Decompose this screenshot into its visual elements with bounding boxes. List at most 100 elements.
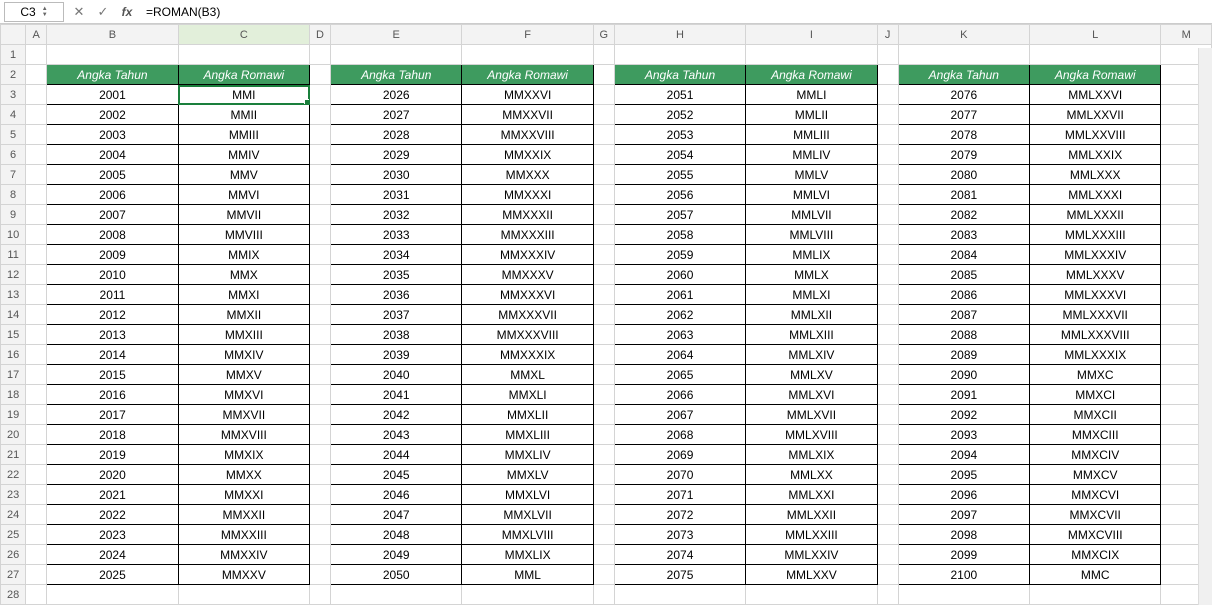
cell-G18[interactable] <box>593 385 614 405</box>
cell-H8[interactable]: 2056 <box>614 185 745 205</box>
cell-G20[interactable] <box>593 425 614 445</box>
cell-I1[interactable] <box>746 45 877 65</box>
row-header-28[interactable]: 28 <box>1 585 26 605</box>
cell-D3[interactable] <box>310 85 331 105</box>
cell-J14[interactable] <box>877 305 898 325</box>
cell-A21[interactable] <box>26 445 47 465</box>
cell-E7[interactable]: 2030 <box>331 165 462 185</box>
cell-G15[interactable] <box>593 325 614 345</box>
cell-F5[interactable]: MMXXVIII <box>462 125 593 145</box>
cell-D24[interactable] <box>310 505 331 525</box>
row-header-26[interactable]: 26 <box>1 545 26 565</box>
cell-K16[interactable]: 2089 <box>898 345 1029 365</box>
cell-C18[interactable]: MMXVI <box>178 385 309 405</box>
cell-H1[interactable] <box>614 45 745 65</box>
spreadsheet-grid[interactable]: ABCDEFGHIJKLM 12Angka TahunAngka RomawiA… <box>0 24 1212 605</box>
cell-E19[interactable]: 2042 <box>331 405 462 425</box>
cell-D23[interactable] <box>310 485 331 505</box>
cell-G19[interactable] <box>593 405 614 425</box>
cell-J9[interactable] <box>877 205 898 225</box>
cell-C24[interactable]: MMXXII <box>178 505 309 525</box>
cell-G10[interactable] <box>593 225 614 245</box>
cell-B11[interactable]: 2009 <box>47 245 178 265</box>
cell-E2[interactable]: Angka Tahun <box>331 65 462 85</box>
cell-D10[interactable] <box>310 225 331 245</box>
cell-E23[interactable]: 2046 <box>331 485 462 505</box>
cell-L13[interactable]: MMLXXXVI <box>1030 285 1161 305</box>
name-box[interactable]: C3 ▲▼ <box>4 2 64 22</box>
cell-H28[interactable] <box>614 585 745 605</box>
cell-K6[interactable]: 2079 <box>898 145 1029 165</box>
cell-J10[interactable] <box>877 225 898 245</box>
cell-K3[interactable]: 2076 <box>898 85 1029 105</box>
cell-A22[interactable] <box>26 465 47 485</box>
cell-I9[interactable]: MMLVII <box>746 205 877 225</box>
cell-I14[interactable]: MMLXII <box>746 305 877 325</box>
row-header-27[interactable]: 27 <box>1 565 26 585</box>
row-header-18[interactable]: 18 <box>1 385 26 405</box>
cell-C4[interactable]: MMII <box>178 105 309 125</box>
cell-I23[interactable]: MMLXXI <box>746 485 877 505</box>
row-header-11[interactable]: 11 <box>1 245 26 265</box>
cell-H26[interactable]: 2074 <box>614 545 745 565</box>
cell-K22[interactable]: 2095 <box>898 465 1029 485</box>
row-header-20[interactable]: 20 <box>1 425 26 445</box>
cell-F24[interactable]: MMXLVII <box>462 505 593 525</box>
cell-J20[interactable] <box>877 425 898 445</box>
cell-C13[interactable]: MMXI <box>178 285 309 305</box>
cell-E6[interactable]: 2029 <box>331 145 462 165</box>
cell-E10[interactable]: 2033 <box>331 225 462 245</box>
cell-B14[interactable]: 2012 <box>47 305 178 325</box>
cell-H12[interactable]: 2060 <box>614 265 745 285</box>
cell-J3[interactable] <box>877 85 898 105</box>
cell-E9[interactable]: 2032 <box>331 205 462 225</box>
cell-A17[interactable] <box>26 365 47 385</box>
cell-D8[interactable] <box>310 185 331 205</box>
cell-B13[interactable]: 2011 <box>47 285 178 305</box>
cell-J2[interactable] <box>877 65 898 85</box>
cell-B10[interactable]: 2008 <box>47 225 178 245</box>
cell-I10[interactable]: MMLVIII <box>746 225 877 245</box>
cell-H27[interactable]: 2075 <box>614 565 745 585</box>
cell-D25[interactable] <box>310 525 331 545</box>
column-header-I[interactable]: I <box>746 25 877 45</box>
row-header-6[interactable]: 6 <box>1 145 26 165</box>
cell-L22[interactable]: MMXCV <box>1030 465 1161 485</box>
cell-L6[interactable]: MMLXXIX <box>1030 145 1161 165</box>
cell-L11[interactable]: MMLXXXIV <box>1030 245 1161 265</box>
cell-L4[interactable]: MMLXXVII <box>1030 105 1161 125</box>
cell-G27[interactable] <box>593 565 614 585</box>
cell-G9[interactable] <box>593 205 614 225</box>
column-header-G[interactable]: G <box>593 25 614 45</box>
cell-J11[interactable] <box>877 245 898 265</box>
cell-F20[interactable]: MMXLIII <box>462 425 593 445</box>
cell-E21[interactable]: 2044 <box>331 445 462 465</box>
cell-F16[interactable]: MMXXXIX <box>462 345 593 365</box>
cell-C15[interactable]: MMXIII <box>178 325 309 345</box>
row-header-22[interactable]: 22 <box>1 465 26 485</box>
cell-C3[interactable]: MMI <box>178 85 309 105</box>
cell-I6[interactable]: MMLIV <box>746 145 877 165</box>
cell-I3[interactable]: MMLI <box>746 85 877 105</box>
cell-A6[interactable] <box>26 145 47 165</box>
cell-H19[interactable]: 2067 <box>614 405 745 425</box>
column-header-L[interactable]: L <box>1030 25 1161 45</box>
cell-F4[interactable]: MMXXVII <box>462 105 593 125</box>
cell-L15[interactable]: MMLXXXVIII <box>1030 325 1161 345</box>
cell-J1[interactable] <box>877 45 898 65</box>
cell-B1[interactable] <box>47 45 178 65</box>
cell-F1[interactable] <box>462 45 593 65</box>
cell-I24[interactable]: MMLXXII <box>746 505 877 525</box>
cell-C10[interactable]: MMVIII <box>178 225 309 245</box>
cell-C28[interactable] <box>178 585 309 605</box>
namebox-stepper-icon[interactable]: ▲▼ <box>42 6 48 18</box>
cell-I19[interactable]: MMLXVII <box>746 405 877 425</box>
cell-K13[interactable]: 2086 <box>898 285 1029 305</box>
cell-I12[interactable]: MMLX <box>746 265 877 285</box>
cell-I21[interactable]: MMLXIX <box>746 445 877 465</box>
column-header-H[interactable]: H <box>614 25 745 45</box>
cell-B15[interactable]: 2013 <box>47 325 178 345</box>
cell-E28[interactable] <box>331 585 462 605</box>
cell-C19[interactable]: MMXVII <box>178 405 309 425</box>
cell-K8[interactable]: 2081 <box>898 185 1029 205</box>
